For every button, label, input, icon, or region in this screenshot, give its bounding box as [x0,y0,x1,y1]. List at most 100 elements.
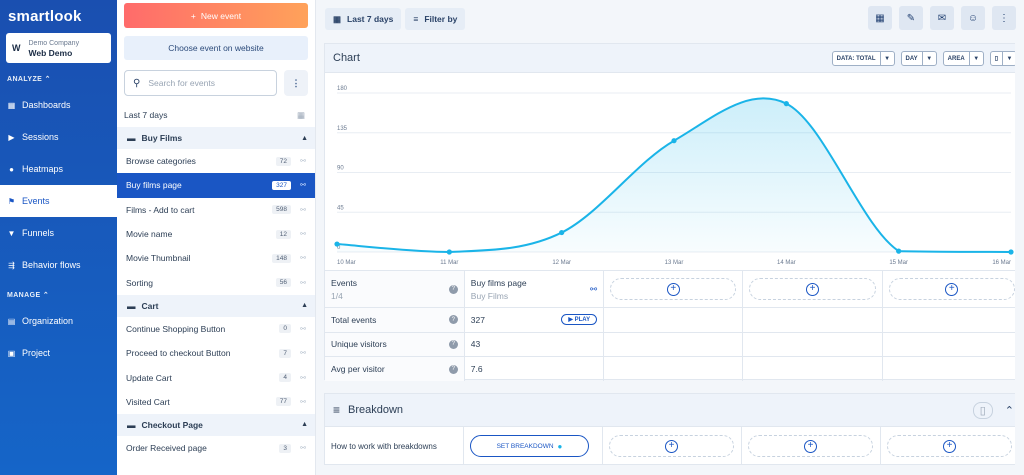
event-item[interactable]: Order Received page 3 ⚯ [117,436,315,460]
data-point [671,138,677,144]
calendar-icon[interactable]: ▦ [296,109,305,120]
sidebar-item-funnels[interactable]: ▼ Funnels [7,228,55,238]
event-group: Buy Films [470,290,509,301]
choose-event-button[interactable]: Choose event on website [124,36,308,60]
link-icon[interactable]: ⚯ [300,255,306,263]
event-group-header[interactable]: ▬ Buy Films ▲ [117,127,315,149]
data-point [896,248,902,254]
more-button[interactable]: ⋮ [992,6,1016,30]
link-icon[interactable]: ⚯ [300,182,306,190]
plus-circle-icon: + [804,439,817,453]
funnel-icon: ▼ [7,228,16,238]
link-icon[interactable]: ⚯ [300,279,306,287]
calendar-icon: ▦ [333,13,342,24]
event-item[interactable]: Movie name 12 ⚯ [117,222,315,246]
event-item[interactable]: Continue Shopping Button 0 ⚯ [117,317,315,341]
event-group-header[interactable]: ▬ Cart ▲ [117,294,315,317]
play-button[interactable]: ▶ PLAY [561,314,598,326]
dot-icon: ● [557,441,563,451]
filter-icon: ≡ [413,14,419,24]
set-breakdown-button[interactable]: SET BREAKDOWN ● [470,435,589,457]
add-to-dashboard-button[interactable]: ▦ [868,6,892,30]
help-icon[interactable]: ? [448,364,458,374]
manage-section-label[interactable]: MANAGE ⌃ [7,292,50,299]
chart-type-dropdown[interactable]: AREA ▼ [942,51,984,66]
event-item[interactable]: Update Cart 4 ⚯ [117,365,315,389]
export-dropdown[interactable]: ▯ ▼ [989,51,1017,66]
link-icon[interactable]: ⚯ [300,445,306,453]
link-icon[interactable]: ⚯ [300,325,306,333]
stat-value: 7.6 [470,364,483,374]
add-breakdown-button[interactable]: + [748,435,873,457]
project-switcher[interactable]: W Demo Company Web Demo [6,33,111,63]
kebab-icon: ⋮ [999,12,1009,24]
event-item[interactable]: Films - Add to cart 598 ⚯ [117,198,315,222]
logo[interactable]: smartlook [8,8,82,25]
project-icon: ▣ [7,348,16,358]
sidebar-item-heatmaps[interactable]: ● Heatmaps [0,153,117,185]
link-icon[interactable]: ⚯ [300,374,306,382]
breakdown-help-link[interactable]: How to work with breakdowns [325,427,464,465]
chart-card: Chart DATA: TOTAL▼ DAY▼ AREA▼ ▯▼ 0459013… [324,43,1023,381]
add-breakdown-button[interactable]: + [887,435,1012,457]
link-icon[interactable]: ⚯ [300,158,306,166]
sidebar-item-dashboards[interactable]: ▦ Dashboards [7,100,71,110]
event-item[interactable]: Browse categories 72 ⚯ [117,149,315,173]
granularity-dropdown[interactable]: DAY ▼ [900,51,937,66]
sidebar-item-project[interactable]: ▣ Project [7,348,51,358]
sidebar-item-events[interactable]: ⚑ Events [0,185,117,217]
add-event-column-button[interactable]: + [749,278,876,300]
document-icon[interactable]: ▯ [972,401,993,419]
plus-circle-icon: + [666,282,680,296]
sidebar-item-organization[interactable]: ▤ Organization [7,316,74,326]
event-count-badge: 3 [279,443,291,453]
y-tick-label: 135 [337,126,348,132]
email-button[interactable]: ✉ [930,6,954,30]
event-item[interactable]: Sorting 56 ⚯ [117,270,315,294]
sidebar-item-behavior-flows[interactable]: ⇶ Behavior flows [8,260,81,270]
share-button[interactable]: ☺ [961,6,985,30]
grid-icon: ▦ [7,100,16,110]
data-point [1008,249,1014,255]
add-breakdown-button[interactable]: + [609,435,734,457]
help-icon[interactable]: ? [448,339,458,349]
edit-button[interactable]: ✎ [899,6,923,30]
event-count-badge: 72 [275,156,291,166]
data-mode-dropdown[interactable]: DATA: TOTAL ▼ [831,51,895,66]
link-icon[interactable]: ⚯ [300,206,306,214]
add-event-column-button[interactable]: + [888,278,1015,300]
event-item[interactable]: Proceed to checkout Button 7 ⚯ [117,341,315,365]
event-item[interactable]: Visited Cart 77 ⚯ [117,390,315,414]
help-icon[interactable]: ? [448,315,458,325]
link-icon[interactable]: ⚯ [300,350,306,358]
link-icon[interactable]: ⚯ [589,283,598,294]
chevron-up-icon[interactable]: ⌃ [1004,404,1014,417]
add-event-column-button[interactable]: + [610,278,737,300]
new-event-button[interactable]: + New event [124,3,308,28]
event-name: Buy films page [470,277,527,288]
events-panel: + New event Choose event on website ⚲ Sea… [117,0,316,475]
search-input[interactable]: ⚲ Search for events [124,70,277,96]
help-icon[interactable]: ? [448,284,458,294]
data-point [446,249,452,255]
plus-circle-icon: + [943,439,956,453]
date-range-button[interactable]: ▦ Last 7 days [325,8,402,30]
analyze-section-label[interactable]: ANALYZE ⌃ [7,76,51,83]
plus-icon: + [190,10,196,21]
range-row: Last 7 days ▦ [124,109,305,121]
scroll-gutter [1015,43,1024,475]
x-tick-label: 14 Mar [777,260,796,266]
play-icon: ▶ [8,132,15,142]
filter-button[interactable]: ≡ Filter by [405,8,466,30]
link-icon[interactable]: ⚯ [300,231,306,239]
event-group-header[interactable]: ▬ Checkout Page ▲ [117,413,315,436]
event-item[interactable]: Movie Thumbnail 148 ⚯ [117,246,315,270]
flow-icon: ⇶ [8,260,15,270]
x-tick-label: 10 Mar [337,260,356,266]
sidebar-item-sessions[interactable]: ▶ Sessions [8,132,59,142]
link-icon[interactable]: ⚯ [300,398,306,406]
events-count: 1/4 [331,290,343,301]
event-item[interactable]: Buy films page 327 ⚯ [117,173,315,198]
event-count-badge: 4 [279,373,291,383]
more-options-button[interactable]: ⋮ [284,70,308,96]
